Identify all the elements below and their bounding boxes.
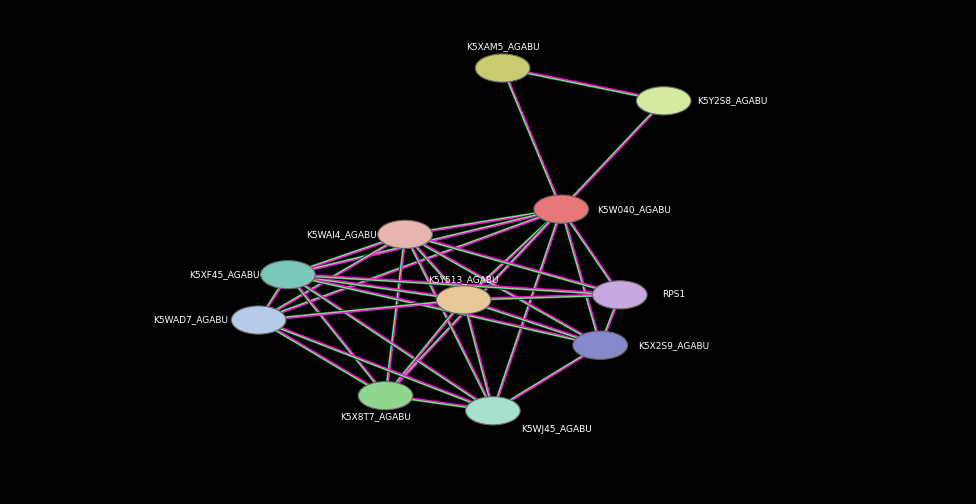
- Text: K5Y513_AGABU: K5Y513_AGABU: [428, 275, 499, 284]
- Text: K5WJ45_AGABU: K5WJ45_AGABU: [521, 425, 591, 434]
- Circle shape: [231, 306, 286, 334]
- Text: K5XF45_AGABU: K5XF45_AGABU: [189, 270, 260, 279]
- Circle shape: [475, 54, 530, 82]
- Circle shape: [573, 331, 628, 359]
- Circle shape: [592, 281, 647, 309]
- Circle shape: [466, 397, 520, 425]
- Text: RPS1: RPS1: [662, 290, 685, 299]
- Circle shape: [358, 382, 413, 410]
- Text: K5X2S9_AGABU: K5X2S9_AGABU: [638, 341, 709, 350]
- Text: K5WAI4_AGABU: K5WAI4_AGABU: [306, 230, 377, 239]
- Circle shape: [636, 87, 691, 115]
- Circle shape: [378, 220, 432, 248]
- Text: K5Y2S8_AGABU: K5Y2S8_AGABU: [697, 96, 767, 105]
- Circle shape: [436, 286, 491, 314]
- Text: K5XAM5_AGABU: K5XAM5_AGABU: [466, 42, 540, 51]
- Text: K5X8T7_AGABU: K5X8T7_AGABU: [341, 412, 411, 421]
- Text: K5WAD7_AGABU: K5WAD7_AGABU: [153, 316, 227, 325]
- Circle shape: [534, 195, 589, 223]
- Text: K5W040_AGABU: K5W040_AGABU: [597, 205, 671, 214]
- Circle shape: [261, 261, 315, 289]
